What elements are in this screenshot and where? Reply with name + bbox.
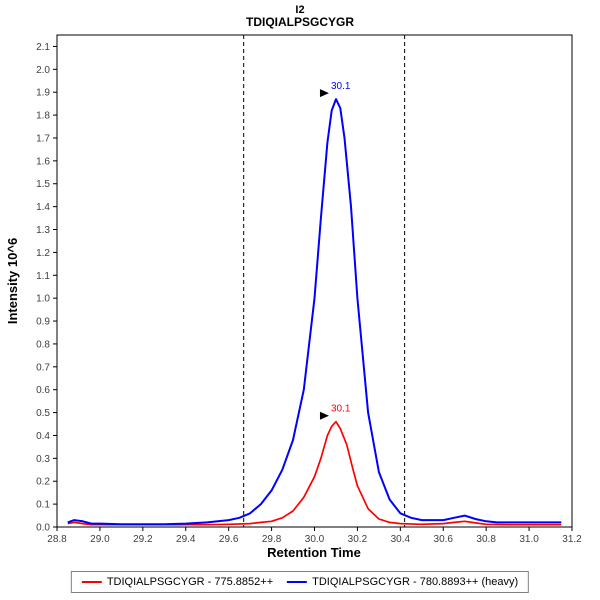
y-tick-label: 2.0 [36, 65, 50, 76]
y-tick-label: 1.9 [36, 88, 50, 99]
y-tick-label: 0.1 [36, 500, 50, 511]
y-tick-label: 0.5 [36, 408, 50, 419]
y-tick-label: 0.7 [36, 362, 50, 373]
peak-annotation-1: 30.1 [331, 81, 351, 92]
y-tick-label: 0.8 [36, 339, 50, 350]
y-tick-label: 0.6 [36, 385, 50, 396]
peak-arrow-icon [319, 411, 329, 420]
y-tick-label: 0.2 [36, 477, 50, 488]
plot-dynamic-layer: 28.8 29.0 29.2 29.4 29.6 29.8 30.0 30.2 30.4 30.6… [36, 34, 582, 545]
y-tick-label: 0.0 [36, 523, 50, 534]
y-tick-label: 0.9 [36, 317, 50, 328]
y-tick-label: 0.4 [36, 431, 50, 442]
x-tick-label: 31.2 [562, 534, 582, 545]
legend-item-light: TDIQIALPSGCYGR - 775.8852++ [81, 576, 274, 588]
x-tick-label: 29.4 [176, 534, 196, 545]
x-tick-label: 31.0 [519, 534, 539, 545]
y-tick-label: 0.3 [36, 454, 50, 465]
y-tick-label: 1.8 [36, 111, 50, 122]
x-axis-title: Retention Time [267, 545, 361, 560]
x-tick-label: 30.2 [348, 534, 368, 545]
plot-border [56, 34, 573, 528]
y-tick-label: 1.4 [36, 202, 50, 213]
x-tick-label: 29.0 [90, 534, 110, 545]
chart-title: I2 [295, 4, 304, 16]
x-tick-label: 30.6 [434, 534, 454, 545]
peak-arrow-icon [319, 89, 329, 98]
x-tick-label: 28.8 [47, 534, 67, 545]
y-tick-label: 1.7 [36, 133, 50, 144]
x-tick-label: 30.8 [476, 534, 496, 545]
x-tick-label: 29.8 [262, 534, 282, 545]
y-tick-label: 2.1 [36, 42, 50, 53]
peak-annotation-0: 30.1 [331, 404, 351, 415]
chart-subtitle: TDIQIALPSGCYGR [246, 15, 354, 29]
y-axis-title: Intensity 10^6 [5, 238, 20, 324]
x-tick-label: 29.6 [219, 534, 239, 545]
legend-item-heavy: TDIQIALPSGCYGR - 780.8893++ (heavy) [287, 576, 518, 588]
legend-swatch-light-icon [81, 581, 102, 583]
legend-label-heavy: TDIQIALPSGCYGR - 780.8893++ (heavy) [312, 576, 519, 588]
series-line-1 [67, 98, 562, 526]
legend-swatch-heavy-icon [287, 581, 308, 583]
y-tick-label: 1.1 [36, 271, 50, 282]
series-line-0 [67, 420, 562, 526]
legend-label-light: TDIQIALPSGCYGR - 775.8852++ [106, 576, 274, 588]
legend: TDIQIALPSGCYGR - 775.8852++ TDIQIALPSGCY… [70, 571, 530, 593]
y-tick-label: 1.5 [36, 179, 50, 190]
y-tick-label: 1.0 [36, 294, 50, 305]
y-tick-label: 1.3 [36, 225, 50, 236]
x-tick-label: 29.2 [133, 534, 153, 545]
x-tick-label: 30.4 [391, 534, 411, 545]
y-tick-label: 1.6 [36, 156, 50, 167]
x-tick-label: 30.0 [305, 534, 325, 545]
y-tick-label: 1.2 [36, 248, 50, 259]
